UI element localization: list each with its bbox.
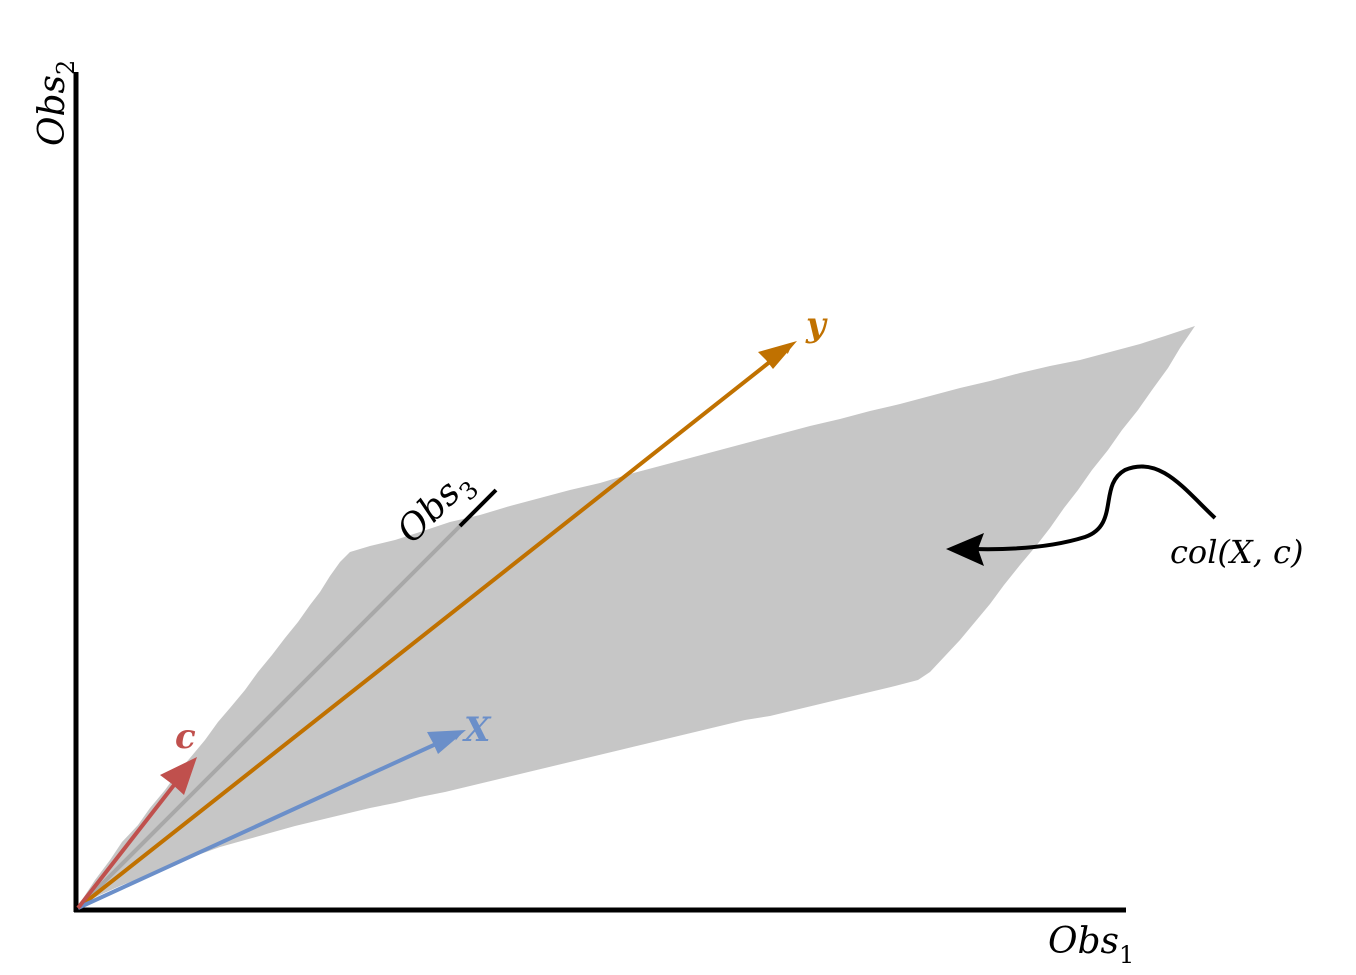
- vector-y: [76, 344, 793, 910]
- obs3-axis-hidden: [76, 522, 464, 910]
- vector-y-label: y: [805, 305, 828, 345]
- vector-c-label: c: [175, 717, 196, 757]
- plane-label: col(X, c): [1170, 533, 1303, 571]
- plane-pointer-curve: [971, 464, 1217, 552]
- obs2-axis-label: Obs2: [32, 60, 80, 146]
- vector-x-arrowhead: [427, 730, 466, 754]
- vector-c: [76, 759, 194, 910]
- vector-x: [77, 731, 463, 910]
- vector-c-arrowhead: [160, 757, 197, 795]
- obs3-axis-visible: [458, 488, 498, 528]
- obs1-axis-label: Obs1: [1048, 921, 1134, 969]
- plane-pointer-arrowhead: [946, 533, 984, 566]
- vector-y-arrowhead: [758, 341, 797, 369]
- vector-x-label: X: [462, 710, 492, 750]
- column-space-plane: [78, 326, 1195, 906]
